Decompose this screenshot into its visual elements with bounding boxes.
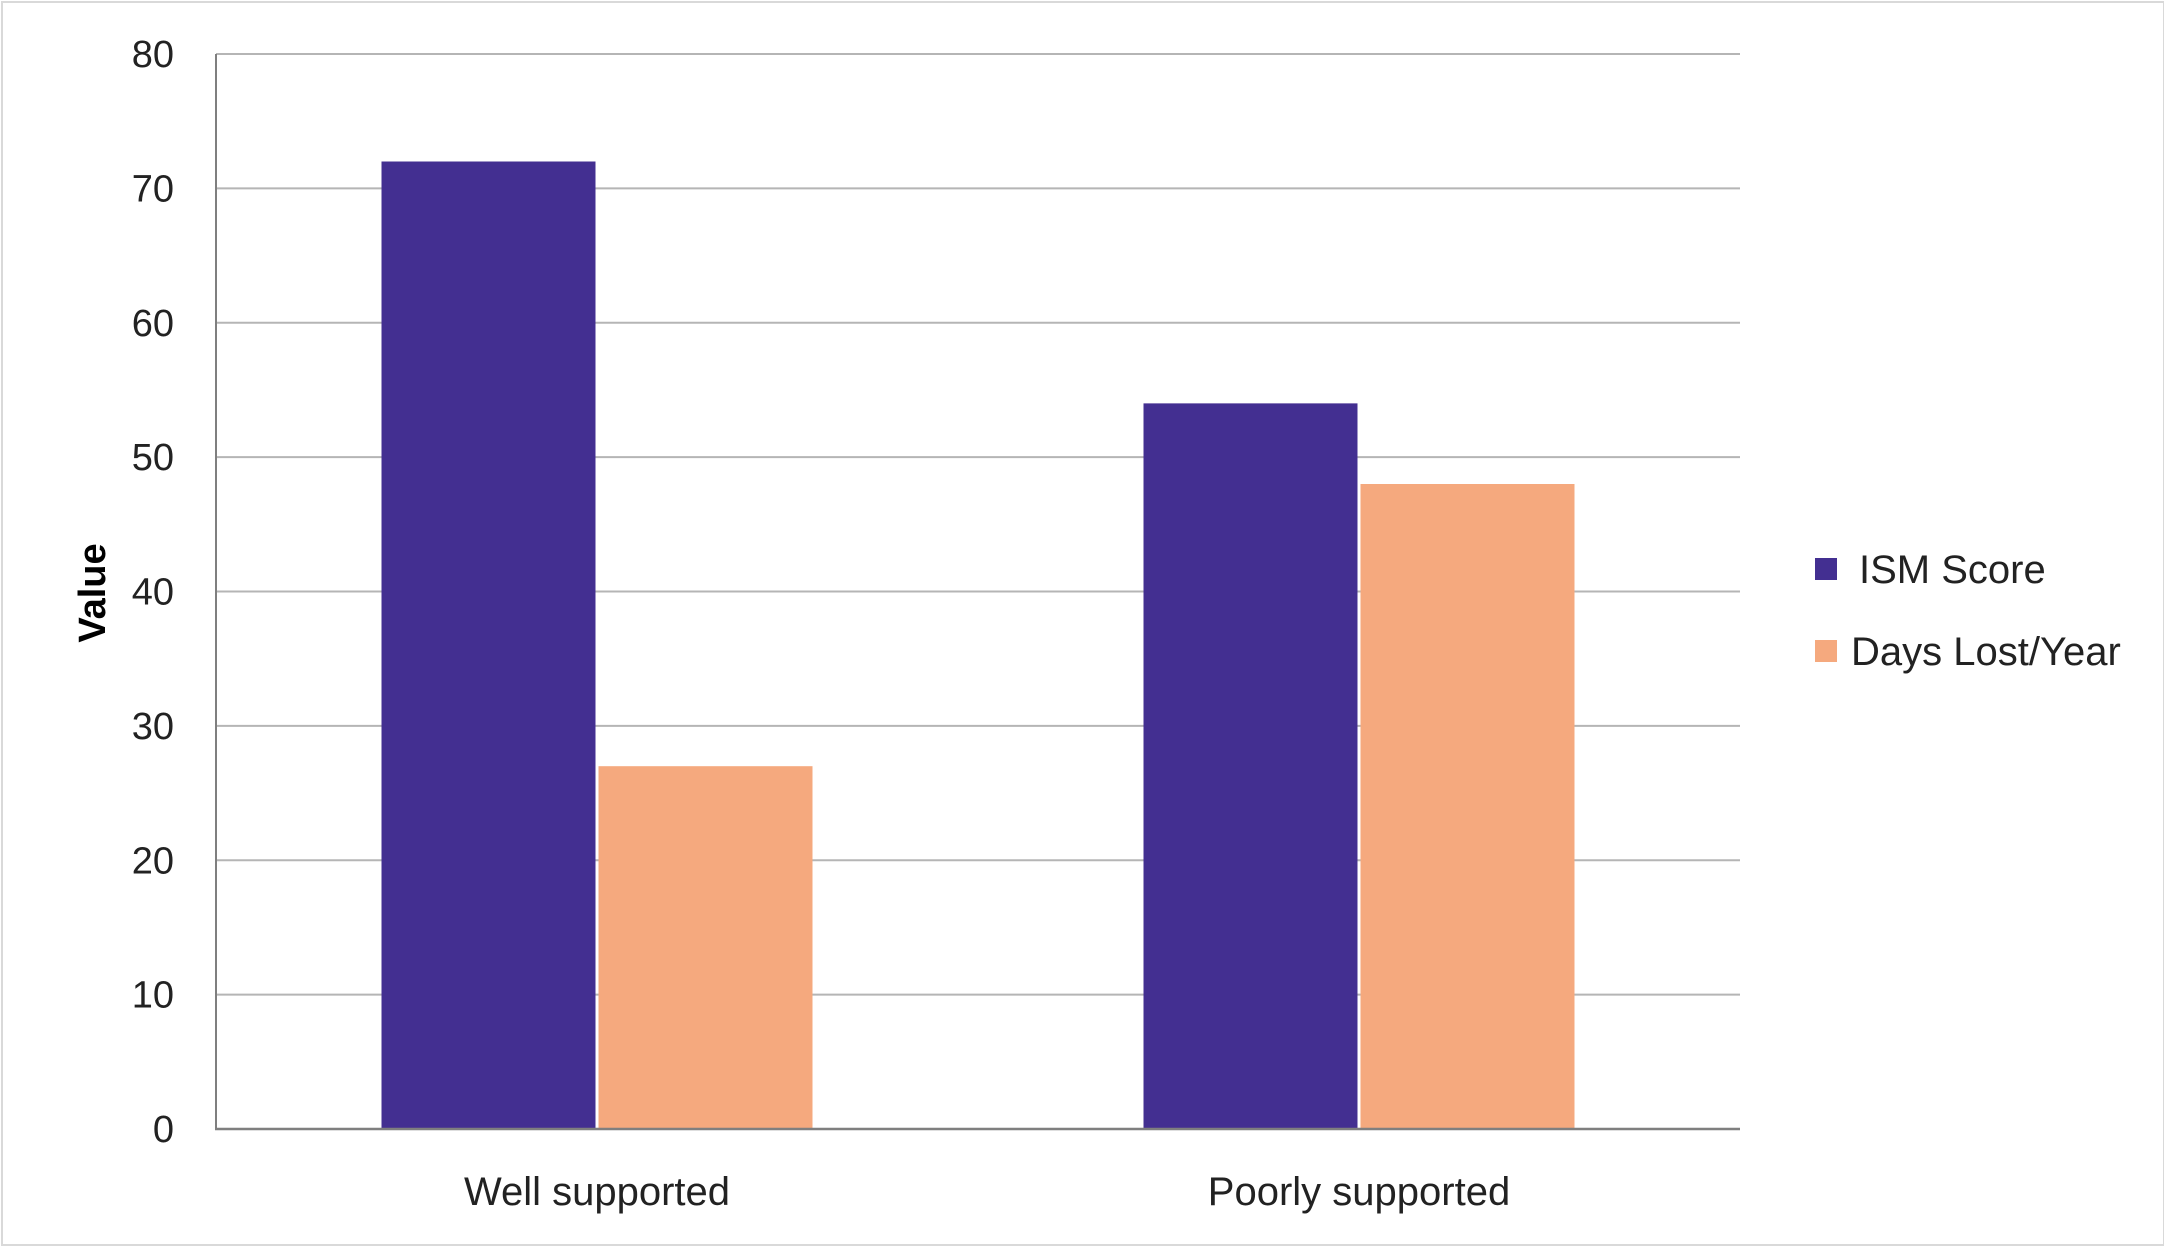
bars bbox=[381, 161, 1575, 1129]
y-tick-label: 60 bbox=[132, 303, 174, 345]
bar-chart: 0 10 20 30 40 50 60 70 80 Well supported Poorly s… bbox=[72, 34, 2121, 1214]
x-category-labels: Well supported Poorly supported bbox=[464, 1170, 1510, 1214]
bar-days-lost-year-well-supported bbox=[598, 766, 813, 1129]
y-tick-label: 20 bbox=[132, 840, 174, 882]
y-tick-label: 80 bbox=[132, 34, 174, 76]
axes bbox=[215, 54, 1740, 1131]
y-tick-label: 0 bbox=[153, 1109, 174, 1151]
legend-swatch bbox=[1815, 558, 1837, 580]
bar-days-lost-year-poorly-supported bbox=[1360, 484, 1575, 1129]
x-category-label: Poorly supported bbox=[1208, 1170, 1510, 1214]
legend-swatch bbox=[1815, 640, 1837, 662]
x-category-label: Well supported bbox=[464, 1170, 730, 1214]
y-tick-labels: 0 10 20 30 40 50 60 70 80 bbox=[132, 34, 174, 1151]
y-tick-label: 40 bbox=[132, 572, 174, 614]
y-tick-label: 50 bbox=[132, 437, 174, 479]
y-tick-label: 10 bbox=[132, 975, 174, 1017]
bar-ism-score-well-supported bbox=[381, 161, 596, 1129]
y-axis-title: Value bbox=[72, 543, 114, 642]
legend-label: Days Lost/Year bbox=[1851, 630, 2121, 674]
y-tick-label: 30 bbox=[132, 706, 174, 748]
legend-label: ISM Score bbox=[1859, 548, 2046, 592]
y-tick-label: 70 bbox=[132, 168, 174, 210]
legend: ISM Score Days Lost/Year bbox=[1815, 548, 2121, 674]
bar-ism-score-poorly-supported bbox=[1143, 403, 1358, 1129]
